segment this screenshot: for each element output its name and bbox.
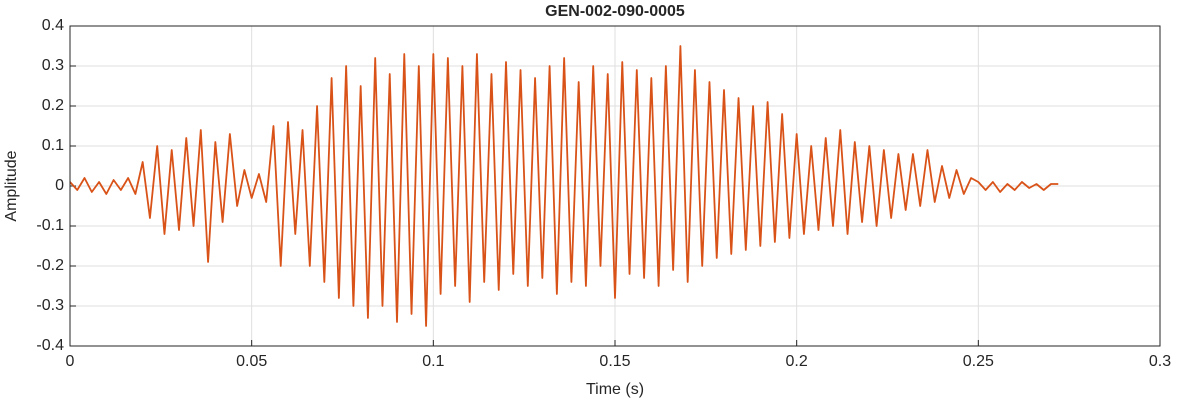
y-tick-label: 0.3 (42, 57, 64, 74)
chart-title: GEN-002-090-0005 (545, 3, 685, 20)
x-tick-label: 0.1 (422, 353, 444, 370)
x-tick-label: 0.25 (963, 353, 994, 370)
x-tick-label: 0.2 (786, 353, 808, 370)
axes-box (69, 25, 1161, 347)
x-tick-label: 0 (66, 353, 75, 370)
y-tick-label: -0.2 (36, 257, 64, 274)
y-axis-label: Amplitude (3, 150, 20, 221)
y-tick-label: -0.1 (36, 217, 64, 234)
y-tick-label: -0.4 (36, 337, 64, 354)
y-tick-label: 0.1 (42, 137, 64, 154)
y-tick-label: 0 (55, 177, 64, 194)
y-tick-label: -0.3 (36, 297, 64, 314)
x-tick-label: 0.15 (599, 353, 630, 370)
x-axis-label: Time (s) (586, 381, 644, 398)
y-tick-label: 0.4 (42, 17, 64, 34)
waveform-line (69, 45, 1059, 327)
x-tick-label: 0.05 (236, 353, 267, 370)
y-tick-label: 0.2 (42, 97, 64, 114)
x-tick-label: 0.3 (1149, 353, 1171, 370)
